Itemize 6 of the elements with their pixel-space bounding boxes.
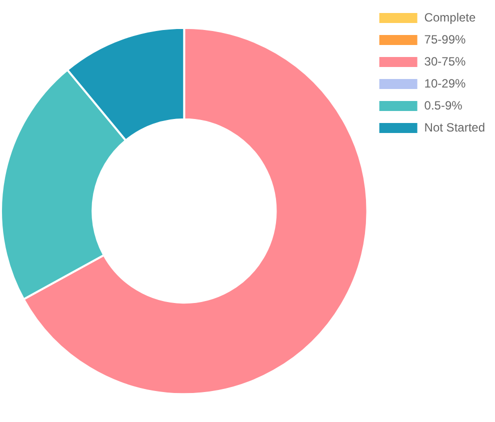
legend-label: 75-99% (424, 32, 466, 46)
legend-label: Complete (424, 10, 476, 24)
legend-label: 30-75% (424, 54, 466, 68)
legend-label: 0.5-9% (424, 98, 463, 112)
legend-label: Not Started (424, 120, 486, 134)
legend-label: 10-29% (424, 76, 466, 90)
